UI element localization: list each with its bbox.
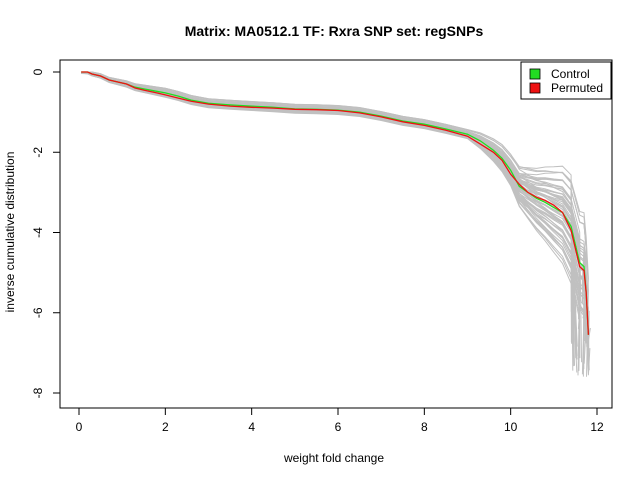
permutation-line — [81, 72, 577, 359]
permutation-line — [81, 71, 581, 283]
permutation-line — [81, 72, 587, 332]
x-axis-label: weight fold change — [283, 451, 384, 465]
y-tick-label: 0 — [31, 68, 45, 75]
permutation-line — [81, 71, 585, 377]
permutation-line — [81, 72, 581, 359]
series-line-permuted — [81, 71, 590, 335]
y-tick-label: -2 — [31, 147, 45, 158]
legend-swatch-control — [529, 68, 541, 80]
x-tick-label: 12 — [590, 420, 604, 434]
permutation-line — [81, 72, 589, 362]
permutation-line — [81, 71, 575, 366]
x-tick-label: 0 — [76, 420, 83, 434]
permutation-line — [81, 72, 587, 364]
permutation-line — [81, 71, 590, 371]
permutation-line — [81, 72, 591, 376]
x-axis: 0 2 4 6 8 10 12 — [76, 407, 604, 434]
permutation-line — [81, 71, 585, 370]
x-tick-label: 4 — [248, 420, 255, 434]
y-tick-label: -8 — [31, 387, 45, 398]
permutation-line — [81, 72, 585, 375]
permutation-line — [81, 71, 573, 344]
permutation-line — [81, 71, 574, 371]
series-lines-group — [81, 71, 590, 335]
legend-label-control: Control — [551, 67, 590, 81]
y-axis: 0 -2 -4 -6 -8 — [31, 68, 61, 398]
legend-label-permuted: Permuted — [551, 81, 603, 95]
permutation-line — [81, 71, 578, 282]
permutation-line — [81, 72, 590, 369]
x-tick-label: 2 — [162, 420, 169, 434]
permutation-line — [81, 71, 589, 377]
permutation-line — [81, 73, 581, 371]
permutation-line — [81, 72, 590, 369]
x-tick-label: 6 — [335, 420, 342, 434]
permutation-line — [81, 71, 583, 363]
permutation-line — [81, 72, 581, 376]
y-axis-label: inverse cumulative distribution — [3, 152, 17, 313]
permutation-line — [81, 71, 575, 367]
y-tick-label: -6 — [31, 307, 45, 318]
legend-swatch-permuted — [529, 82, 541, 94]
chart-title: Matrix: MA0512.1 TF: Rxra SNP set: regSN… — [185, 23, 484, 39]
permutation-line — [81, 72, 578, 373]
permutation-lines-group — [81, 71, 591, 377]
y-tick-label: -4 — [31, 227, 45, 238]
x-tick-label: 8 — [421, 420, 428, 434]
permutation-line — [81, 72, 578, 360]
x-tick-label: 10 — [504, 420, 518, 434]
